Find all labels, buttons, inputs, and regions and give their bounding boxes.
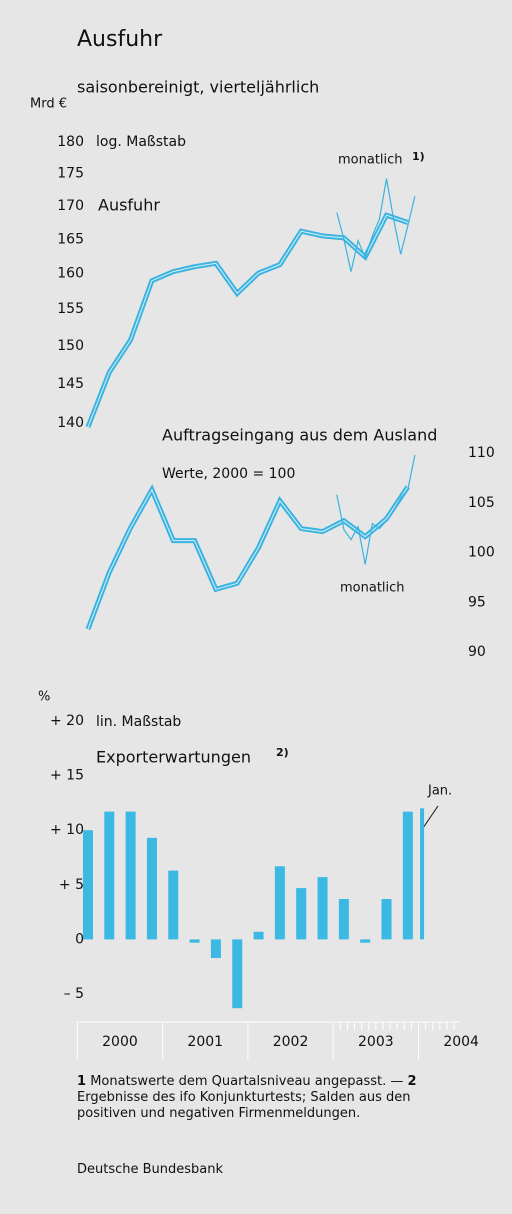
scale-note: lin. Maßstab: [96, 714, 181, 730]
y-tick-label: 180: [57, 134, 84, 150]
monthly-line: [336, 454, 416, 565]
chart-title: Ausfuhr: [77, 27, 163, 52]
note-mark: 2): [276, 746, 289, 759]
y-tick-label: – 5: [64, 986, 84, 1002]
y-tick-label: 160: [57, 266, 84, 282]
bar: [232, 939, 243, 1009]
bar: [296, 888, 307, 940]
footnote: Ergebnisse des ifo Konjunkturtests; Sald…: [77, 1090, 411, 1121]
y-tick-label: 170: [57, 198, 84, 214]
bar: [381, 898, 392, 940]
y2-tick-label: 110: [468, 445, 495, 461]
source: Deutsche Bundesbank: [77, 1162, 224, 1177]
bar: [189, 939, 200, 943]
y2-tick-label: 90: [468, 644, 486, 660]
series-line-inner: [87, 486, 409, 630]
series-line: [85, 484, 410, 630]
bar: [125, 811, 136, 940]
footnote-number: 1: [77, 1074, 87, 1089]
footnotes: 1 Monatswerte dem Quartalsniveau angepas…: [77, 1074, 472, 1122]
y2-tick-label: 105: [468, 495, 495, 511]
series-label: monatlich: [338, 153, 403, 168]
y-tick-label: + 15: [50, 768, 84, 784]
y-tick-label: + 20: [50, 713, 84, 729]
y2-tick-label: 100: [468, 545, 495, 561]
chart: Ausfuhr saisonbereinigt, vierteljährlich…: [30, 27, 495, 1060]
x-tick-label: 2003: [358, 1034, 394, 1050]
panel-title: Auftragseingang aus dem Ausland: [162, 426, 437, 445]
series-label: monatlich: [340, 581, 405, 596]
bar: [338, 898, 349, 940]
bar: [317, 877, 328, 940]
bar: [274, 866, 285, 940]
series-label: Ausfuhr: [98, 196, 160, 215]
y-label: %: [38, 690, 50, 705]
y-tick-label: 0: [75, 931, 84, 947]
x-tick-label: 2004: [443, 1034, 479, 1050]
bar: [420, 808, 425, 940]
bar: [210, 939, 221, 958]
series-line-inner: [87, 214, 408, 428]
bar: [146, 837, 157, 940]
x-tick-label: 2002: [273, 1034, 309, 1050]
y-tick-label: 175: [57, 165, 84, 181]
y-tick-label: + 10: [50, 822, 84, 838]
y-tick-label: 140: [57, 415, 84, 431]
y-label: Mrd €: [30, 97, 67, 112]
bar: [104, 811, 115, 940]
y-tick-label: 145: [57, 376, 84, 392]
annotation: Jan.: [427, 784, 452, 799]
annotation-line: [422, 805, 439, 829]
chart-subtitle: saisonbereinigt, vierteljährlich: [77, 78, 319, 97]
bar: [360, 939, 371, 943]
note-mark: 1): [412, 150, 425, 163]
monthly-line: [336, 178, 416, 272]
panel-subtitle: Werte, 2000 = 100: [162, 466, 295, 482]
footnote-number: 2: [407, 1074, 417, 1089]
y2-tick-label: 95: [468, 594, 486, 610]
footnote: Monatswerte dem Quartalsniveau angepasst…: [90, 1074, 404, 1089]
x-tick-label: 2001: [187, 1034, 223, 1050]
y-tick-label: 155: [57, 301, 84, 317]
scale-note: log. Maßstab: [96, 134, 186, 150]
y-tick-label: 165: [57, 231, 84, 247]
bar: [402, 811, 413, 940]
bar: [168, 870, 179, 940]
y-tick-label: 150: [57, 338, 84, 354]
series-line: [85, 212, 409, 428]
x-tick-label: 2000: [102, 1034, 138, 1050]
y-tick-label: + 5: [59, 877, 84, 893]
panel-title: Exporterwartungen: [96, 748, 251, 767]
bar: [253, 931, 264, 940]
bar: [82, 830, 93, 940]
